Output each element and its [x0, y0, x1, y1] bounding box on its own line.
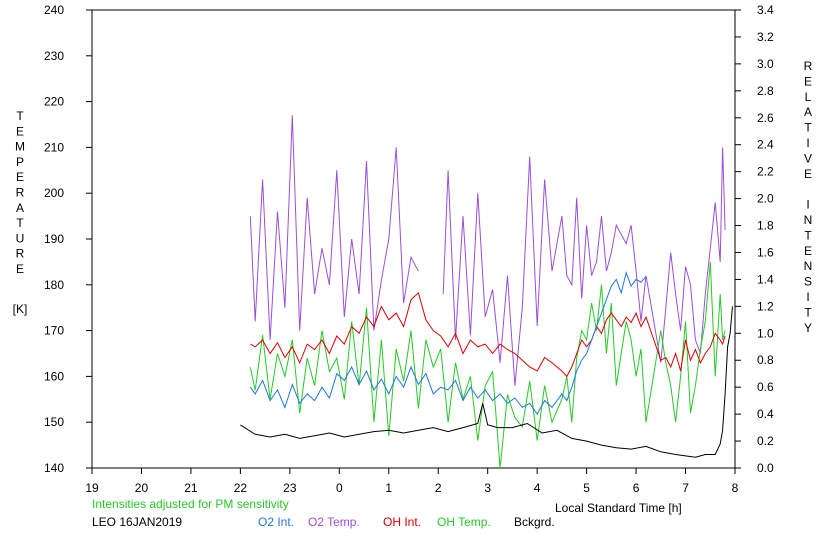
y-left-label-letter: U [16, 231, 25, 245]
series-bckgrd [240, 306, 733, 458]
y-left-label-letter: P [16, 155, 24, 169]
axis-ticks: 19 20 21 22 23 0 1 2 3 4 5 6 7 8240230220210200190180… [44, 3, 774, 495]
y-left-tick-label: 170 [44, 324, 64, 338]
y-right-label-letter: N [804, 259, 813, 273]
y-right-label-letter: T [804, 228, 812, 242]
y-right-label-letter: E [804, 74, 812, 88]
y-right-label-letter: T [804, 121, 812, 135]
y-right-label-letter: E [804, 167, 812, 181]
y-right-label-letter: S [804, 275, 812, 289]
y-left-label-letter: A [16, 201, 24, 215]
y-right-tick-label: 3.2 [757, 30, 774, 44]
y-right-tick-label: 0.0 [757, 461, 774, 475]
y-left-label-letter: T [16, 109, 24, 123]
x-axis-label: Local Standard Time [h] [555, 501, 682, 515]
x-tick-label: 6 [633, 481, 640, 495]
y-left-label-letter: E [16, 262, 24, 276]
y-right-label-letter: N [804, 213, 813, 227]
x-tick-label: 0 [336, 481, 343, 495]
y-right-tick-label: 2.4 [757, 138, 774, 152]
x-tick-label: 19 [85, 481, 99, 495]
y-right-label-letter: V [804, 151, 812, 165]
x-tick-label: 1 [385, 481, 392, 495]
legend-oh-temp: OH Temp. [437, 515, 491, 529]
legend-o2-temp: O2 Temp. [308, 515, 360, 529]
y-right-tick-label: 1.8 [757, 219, 774, 233]
series-o2-temp [249, 115, 419, 340]
y-left-label-letter: E [16, 170, 24, 184]
y-left-tick-label: 240 [44, 3, 64, 17]
y-right-tick-label: 2.0 [757, 192, 774, 206]
y-right-label-letter: I [806, 136, 809, 150]
legend-o2-int: O2 Int. [258, 515, 294, 529]
x-tick-label: 20 [135, 481, 149, 495]
x-tick-label: 23 [283, 481, 297, 495]
y-right-label-letter: R [804, 59, 813, 73]
y-left-tick-label: 210 [44, 140, 64, 154]
series-o2-int [249, 270, 647, 416]
y-right-tick-label: 1.2 [757, 299, 774, 313]
y-left-tick-label: 230 [44, 49, 64, 63]
y-left-tick-label: 140 [44, 461, 64, 475]
x-tick-label: 22 [234, 481, 248, 495]
x-tick-label: 8 [732, 481, 739, 495]
y-right-tick-label: 1.4 [757, 272, 774, 286]
legend-oh-int: OH Int. [383, 515, 421, 529]
x-tick-label: 3 [484, 481, 491, 495]
series-oh-temp [249, 261, 726, 469]
y-right-tick-label: 2.2 [757, 165, 774, 179]
y-right-tick-label: 0.2 [757, 434, 774, 448]
y-left-label-letter: R [16, 186, 25, 200]
y-right-label-letter: I [806, 290, 809, 304]
series-o2-temp [442, 147, 726, 386]
y-right-label-letter: E [804, 244, 812, 258]
y-left-tick-label: 190 [44, 232, 64, 246]
y-right-tick-label: 1.6 [757, 245, 774, 259]
y-left-tick-label: 200 [44, 186, 64, 200]
station-date: LEO 16JAN2019 [92, 515, 182, 529]
y-left-tick-label: 220 [44, 95, 64, 109]
x-tick-label: 2 [435, 481, 442, 495]
y-right-tick-label: 0.6 [757, 380, 774, 394]
y-left-tick-label: 180 [44, 278, 64, 292]
y-right-tick-label: 3.4 [757, 3, 774, 17]
y-left-label-letter: M [15, 140, 25, 154]
y-left-label-letter: T [16, 216, 24, 230]
y-left-unit: [K] [13, 302, 28, 316]
x-tick-label: 5 [583, 481, 590, 495]
y-left-label-letter: R [16, 247, 25, 261]
y-right-label-letter: A [804, 105, 812, 119]
y-right-tick-label: 0.8 [757, 353, 774, 367]
y-left-tick-label: 160 [44, 369, 64, 383]
plot-frame [91, 9, 736, 469]
y-right-label-letter: L [805, 90, 812, 104]
series-group [240, 115, 733, 469]
y-right-label-letter: I [806, 198, 809, 212]
y-right-label-letter: Y [804, 321, 812, 335]
series-oh-int [250, 291, 726, 378]
y-left-tick-label: 150 [44, 415, 64, 429]
y-right-tick-label: 1.0 [757, 326, 774, 340]
y-right-tick-label: 2.6 [757, 111, 774, 125]
y-right-label-letter: T [804, 305, 812, 319]
x-tick-label: 7 [682, 481, 689, 495]
y-right-tick-label: 3.0 [757, 57, 774, 71]
x-tick-label: 4 [534, 481, 541, 495]
legend-bckgrd: Bckgrd. [514, 515, 555, 529]
y-left-label-letter: E [16, 124, 24, 138]
y-right-tick-label: 2.8 [757, 84, 774, 98]
y-right-tick-label: 0.4 [757, 407, 774, 421]
x-tick-label: 21 [184, 481, 198, 495]
pm-sensitivity-note: Intensities adjusted for PM sensitivity [92, 497, 289, 511]
